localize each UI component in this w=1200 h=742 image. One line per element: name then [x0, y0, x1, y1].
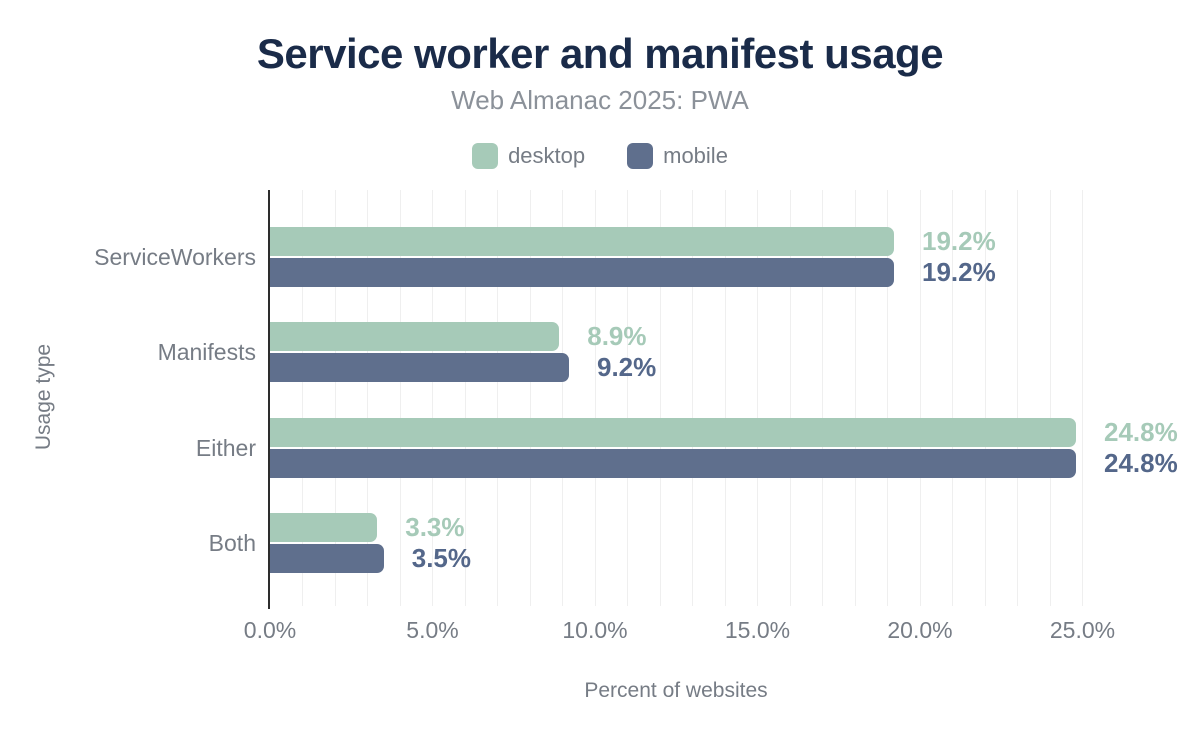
x-tick-label: 20.0% — [887, 617, 953, 643]
y-axis-line — [268, 190, 270, 609]
x-tick-label: 10.0% — [562, 617, 628, 643]
gridline — [1017, 190, 1018, 606]
legend-label: desktop — [508, 143, 586, 168]
x-tick-label: 15.0% — [724, 617, 791, 643]
value-label-desktop-either: 24.8% — [1104, 416, 1178, 447]
gridline — [562, 190, 563, 606]
bar-desktop-either[interactable] — [270, 417, 1076, 447]
value-label-mobile-both: 3.5% — [411, 542, 472, 573]
gridline — [627, 190, 628, 606]
category-label-either: Either — [195, 434, 256, 461]
gridline — [1049, 190, 1051, 606]
gridline — [789, 190, 791, 606]
legend-swatch-desktop — [472, 143, 499, 169]
bar-mobile-either[interactable] — [270, 448, 1076, 478]
value-label-mobile-either: 24.8% — [1104, 447, 1178, 478]
value-label-desktop-manifests: 8.9% — [587, 321, 647, 352]
gridline — [594, 190, 596, 606]
legend-label: mobile — [663, 143, 728, 168]
gridline — [659, 190, 661, 606]
gridline — [432, 190, 433, 606]
bar-mobile-manifests[interactable] — [270, 353, 569, 383]
gridline — [724, 190, 726, 606]
legend-item-mobile: mobile — [627, 143, 728, 169]
bar-mobile-serviceworkers[interactable] — [270, 258, 894, 287]
x-tick-label: 0.0% — [243, 617, 297, 643]
gridline — [887, 190, 888, 606]
gridline — [919, 190, 921, 606]
legend-swatch-mobile — [627, 143, 654, 169]
gridline — [302, 190, 303, 606]
category-label-both: Both — [208, 529, 256, 556]
gridline — [464, 190, 466, 606]
chart-title: Service worker and manifest usage — [256, 30, 944, 77]
gridline — [822, 190, 823, 606]
value-label-desktop-both: 3.3% — [405, 511, 465, 542]
bar-desktop-both[interactable] — [270, 512, 378, 542]
gridline — [334, 190, 336, 606]
legend-item-desktop: desktop — [472, 143, 585, 169]
gridline — [529, 190, 531, 606]
chart-subtitle: Web Almanac 2025: PWA — [451, 85, 749, 115]
legend: desktop mobile — [0, 143, 1200, 169]
x-axis-title: Percent of websites — [584, 679, 768, 702]
gridline — [399, 190, 401, 606]
category-label-serviceworkers: ServiceWorkers — [94, 244, 256, 270]
value-label-mobile-manifests: 9.2% — [597, 352, 657, 383]
gridline — [367, 190, 368, 606]
gridline — [692, 190, 693, 606]
gridline — [1082, 190, 1083, 606]
category-label-manifests: Manifests — [157, 339, 256, 366]
value-label-mobile-serviceworkers: 19.2% — [922, 257, 996, 287]
gridline — [757, 190, 758, 606]
x-tick-label: 5.0% — [406, 617, 459, 643]
bar-desktop-serviceworkers[interactable] — [270, 227, 894, 256]
gridline — [497, 190, 498, 606]
y-axis-title: Usage type — [32, 343, 55, 451]
value-label-desktop-serviceworkers: 19.2% — [922, 226, 996, 256]
bar-mobile-both[interactable] — [270, 543, 384, 573]
bar-desktop-manifests[interactable] — [270, 322, 560, 352]
gridline — [854, 190, 856, 606]
gridline — [952, 190, 953, 606]
gridline — [984, 190, 986, 606]
x-tick-label: 25.0% — [1049, 617, 1116, 643]
